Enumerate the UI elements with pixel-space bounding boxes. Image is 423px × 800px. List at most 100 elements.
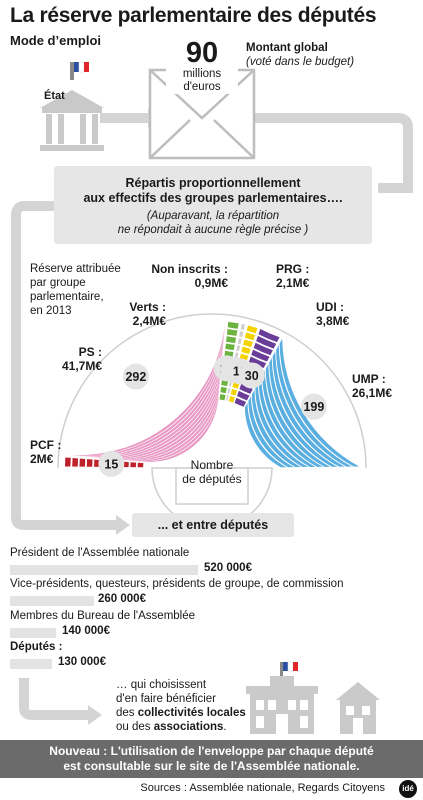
seat-row — [219, 394, 226, 401]
group-label-pcf: PCF :2M€ — [30, 438, 62, 466]
flow-arrow-choose — [19, 678, 90, 720]
group-label-ps: PS :41,7M€ — [62, 345, 103, 373]
seat-row — [226, 329, 238, 336]
seat-row — [86, 459, 93, 467]
reserve-note: Réserve attribuée par groupe parlementai… — [30, 262, 140, 318]
hemicycle-group-1 — [65, 321, 226, 462]
reserve-note-line: par groupe — [30, 277, 86, 289]
state-building-icon — [40, 61, 104, 151]
distribution-line-2: aux effectifs des groupes parlementaires… — [83, 191, 343, 205]
role-value-vice: 260 000€ — [98, 593, 146, 605]
sources-text: Sources : Assemblée nationale, Regards C… — [140, 782, 385, 794]
reserve-note-line: parlementaire, — [30, 291, 104, 303]
seat-row — [276, 345, 352, 467]
group-label-ump: UMP :26,1M€ — [352, 372, 393, 400]
banner-line-2: est consultable sur le site de l'Assembl… — [63, 759, 360, 773]
banner-line-1: Nouveau : L'utilisation de l'enveloppe p… — [49, 744, 374, 758]
seat-bubble — [98, 450, 125, 477]
group-label-non-inscrits: Non inscrits :0,9M€ — [151, 262, 228, 290]
role-bar-vice — [10, 596, 94, 606]
flow-arrow-left — [11, 201, 118, 530]
seat-row — [226, 336, 237, 344]
seat-row — [248, 396, 294, 468]
choose-line-3: des collectivités locales — [116, 707, 246, 719]
seat-row — [237, 390, 250, 401]
seat-bubble — [238, 362, 265, 389]
seat-bubble — [122, 363, 149, 390]
seat-row — [79, 458, 86, 467]
between-deputies-box: ... et entre députés — [132, 513, 294, 537]
caption-line: Nombre — [190, 458, 234, 472]
seat-row — [241, 346, 251, 355]
seat-row — [269, 357, 338, 467]
distribution-note-1: (Auparavant, la répartition — [146, 210, 280, 222]
seat-row — [137, 462, 144, 468]
seat-row — [244, 332, 256, 341]
caption-line: de députés — [182, 472, 242, 486]
hemicycle-caption: Nombre de députés — [176, 458, 248, 486]
unit-line-2: d'euros — [183, 81, 221, 93]
global-label: Montant global — [246, 42, 328, 54]
reserve-note-line: en 2013 — [30, 305, 72, 317]
seat-row — [251, 389, 301, 468]
seat-row — [244, 402, 287, 468]
seat-row — [227, 321, 239, 329]
unit-line-1: millions — [182, 68, 222, 80]
seat-row — [239, 331, 244, 338]
hemicycle-frame — [57, 313, 367, 469]
seat-row — [262, 370, 323, 467]
role-label-vice: Vice-présidents, questeurs, présidents d… — [10, 578, 344, 590]
seat-row — [258, 377, 316, 467]
seat-row — [240, 323, 246, 330]
seat-row — [230, 388, 238, 396]
distribution-note-2: ne répondait à aucune règle précise ) — [117, 224, 309, 236]
role-bar-president — [10, 565, 198, 575]
house-icon — [336, 682, 380, 734]
role-label-deputes: Députés : — [10, 641, 63, 653]
bottom-banner — [0, 740, 423, 778]
global-amount-unit: millions d'euros — [166, 68, 238, 94]
group-label-verts: Verts :2,4M€ — [129, 300, 166, 328]
distribution-box — [54, 166, 372, 244]
seat-count-5: 30 — [245, 369, 259, 383]
seat-row — [228, 395, 235, 403]
seat-row — [248, 356, 267, 369]
hemicycle-group-6 — [244, 338, 360, 468]
role-value-president: 520 000€ — [204, 562, 252, 574]
choose-line-4: ou des associations. — [116, 721, 227, 733]
seat-bubble — [300, 393, 327, 420]
seat-row — [258, 329, 280, 343]
role-bar-deputes — [10, 659, 52, 669]
seat-count-0: 15 — [104, 457, 118, 471]
publisher-logo: idé — [399, 780, 417, 798]
flow-arrowhead-left — [116, 515, 130, 535]
role-bar-bureau — [10, 628, 56, 638]
seat-row — [237, 338, 242, 345]
seat-row — [225, 395, 229, 401]
seat-row — [227, 388, 231, 394]
seat-row — [256, 335, 277, 349]
distribution-line-1: Répartis proportionnellement — [125, 176, 301, 190]
page-title: La réserve parlementaire des députés — [10, 4, 377, 27]
seat-row — [236, 345, 241, 352]
role-label-president: Président de l'Assemblée nationale — [10, 547, 190, 559]
seat-count-6: 199 — [303, 400, 324, 414]
seat-row — [72, 458, 78, 467]
seat-row — [130, 462, 137, 468]
role-value-deputes: 130 000€ — [58, 656, 106, 668]
group-label-prg: PRG :2,1M€ — [276, 262, 310, 290]
global-amount: 90 — [168, 38, 236, 68]
seat-row — [234, 397, 247, 407]
seat-row — [243, 339, 253, 348]
seat-row — [225, 343, 235, 351]
seat-row — [253, 342, 273, 356]
seat-count-1: 292 — [125, 370, 146, 384]
seat-row — [123, 461, 129, 468]
seat-row — [64, 457, 71, 467]
global-note: (voté dans le budget) — [246, 56, 355, 68]
role-value-bureau: 140 000€ — [62, 625, 110, 637]
tribune — [175, 467, 249, 505]
seat-row — [251, 349, 270, 362]
choose-line-1: … qui choisissent — [116, 679, 207, 691]
